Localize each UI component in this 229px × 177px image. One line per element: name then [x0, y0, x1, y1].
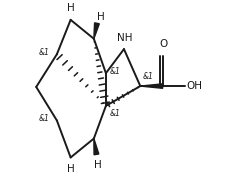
Text: OH: OH: [187, 81, 203, 91]
Text: NH: NH: [117, 33, 133, 43]
Text: &1: &1: [38, 48, 49, 57]
Text: &1: &1: [109, 67, 120, 76]
Text: H: H: [67, 3, 74, 13]
Text: H: H: [97, 12, 105, 22]
Polygon shape: [94, 23, 99, 39]
Text: H: H: [94, 160, 102, 170]
Text: &1: &1: [109, 109, 120, 118]
Polygon shape: [94, 139, 99, 155]
Text: &1: &1: [39, 114, 50, 123]
Text: H: H: [67, 164, 74, 174]
Text: O: O: [159, 39, 167, 49]
Polygon shape: [140, 84, 163, 88]
Text: &1: &1: [142, 72, 153, 81]
